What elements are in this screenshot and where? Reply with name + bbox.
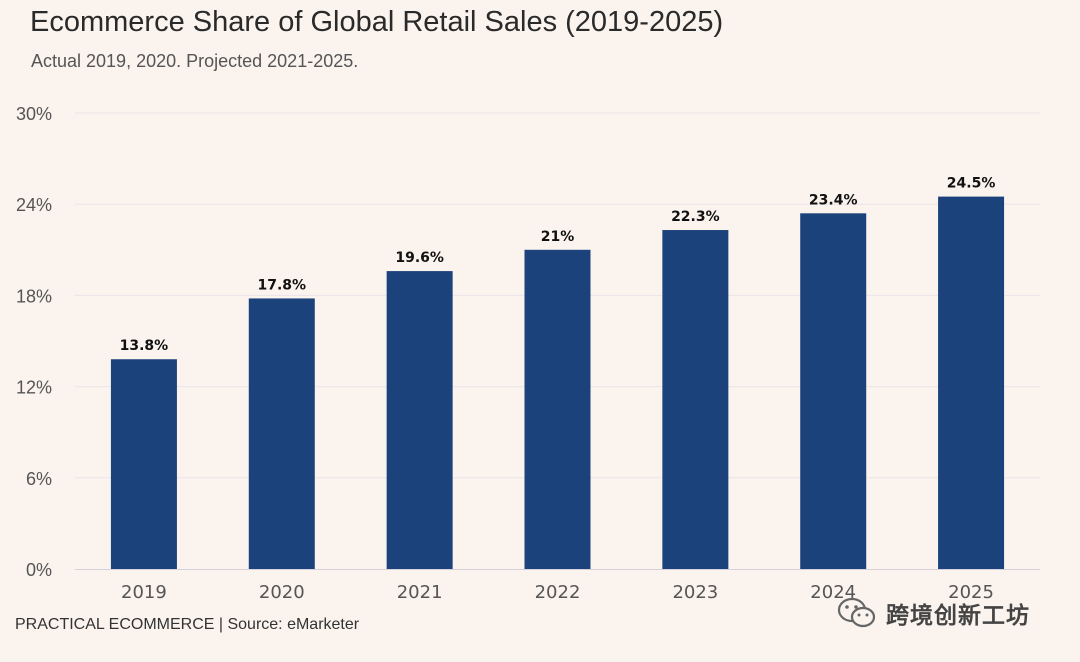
- y-tick-label: 24%: [16, 195, 52, 215]
- bar: [524, 249, 591, 570]
- data-label: 22.3%: [671, 209, 720, 225]
- chart-subtitle: Actual 2019, 2020. Projected 2021-2025.: [31, 51, 359, 71]
- y-tick-label: 30%: [16, 104, 52, 124]
- data-label: 17.8%: [257, 277, 306, 293]
- bar: [248, 298, 315, 569]
- x-tick-label: 2023: [672, 582, 718, 603]
- bar: [110, 359, 177, 569]
- data-label: 13.8%: [120, 338, 169, 354]
- x-tick-label: 2024: [810, 582, 856, 603]
- data-label: 21%: [541, 229, 575, 245]
- bar: [386, 271, 453, 569]
- x-tick-label: 2025: [948, 582, 994, 603]
- x-tick-label: 2019: [121, 582, 167, 603]
- data-label: 23.4%: [809, 192, 858, 208]
- wechat-icon: [837, 597, 876, 628]
- source-note: PRACTICAL ECOMMERCE | Source: eMarketer: [15, 616, 360, 633]
- watermark-text: 跨境创新工坊: [886, 603, 1030, 629]
- y-tick-label: 18%: [16, 286, 52, 306]
- data-label: 24.5%: [947, 176, 996, 192]
- bars: [110, 196, 1005, 570]
- x-tick-label: 2021: [397, 582, 443, 603]
- y-tick-label: 6%: [26, 469, 52, 489]
- data-label: 19.6%: [395, 250, 444, 266]
- chart-title: Ecommerce Share of Global Retail Sales (…: [30, 6, 724, 38]
- bar: [662, 230, 729, 570]
- y-axis-ticks: 0% 6% 12% 18% 24% 30%: [16, 104, 52, 580]
- watermark: 跨境创新工坊: [836, 596, 1030, 630]
- bar: [800, 213, 867, 569]
- x-axis-ticks: 2019 2020 2021 2022 2023 2024 2025: [121, 582, 994, 603]
- x-tick-label: 2020: [259, 582, 305, 603]
- bar: [938, 196, 1005, 569]
- x-tick-label: 2022: [535, 582, 581, 603]
- data-labels: 13.8% 17.8% 19.6% 21% 22.3% 23.4% 24.5%: [120, 176, 996, 355]
- y-tick-label: 12%: [16, 378, 52, 398]
- y-tick-label: 0%: [26, 560, 52, 580]
